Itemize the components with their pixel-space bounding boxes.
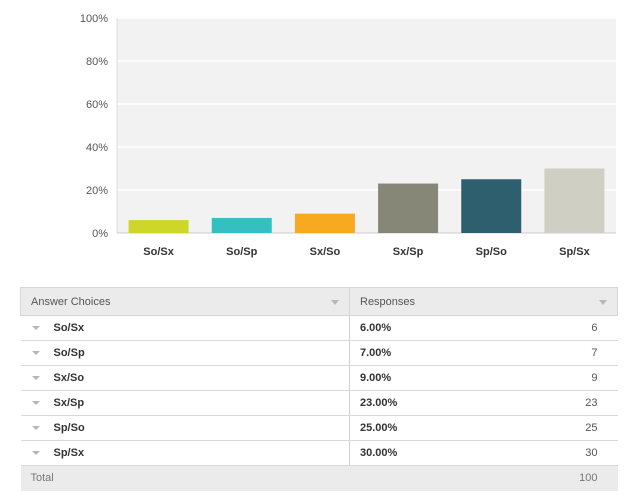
answer-choice-label: Sp/So [53, 422, 85, 434]
table-row: So/Sp 7.00% 7 [20, 340, 618, 366]
sort-chevron-icon[interactable] [599, 300, 607, 305]
answer-choice-label: So/Sx [53, 322, 85, 334]
response-cell: 25.00% 25 [349, 415, 618, 441]
response-percent: 30.00% [360, 447, 398, 459]
expand-chevron-icon[interactable] [31, 375, 40, 380]
bar-sx-sp[interactable] [378, 183, 439, 233]
table-row: Sx/Sp 23.00% 23 [20, 390, 618, 416]
results-table: Answer Choices Responses So/Sx 6.00% 6 So/S… [20, 287, 618, 491]
x-tick-label: So/Sx [143, 246, 174, 258]
response-cell: 23.00% 23 [349, 390, 618, 416]
response-percent: 6.00% [360, 322, 392, 334]
table-row: Sp/So 25.00% 25 [20, 415, 618, 441]
x-tick-label: Sp/Sx [559, 246, 590, 258]
answer-choice-cell: Sx/Sp [20, 390, 350, 416]
chart-gridlines [116, 17, 616, 234]
response-cell: 30.00% 30 [349, 440, 618, 466]
y-tick-label: 0% [92, 228, 108, 240]
response-cell: 9.00% 9 [349, 365, 618, 391]
expand-chevron-icon[interactable] [31, 325, 40, 330]
answer-choice-label: Sx/Sp [53, 397, 85, 409]
answer-choice-cell: Sx/So [20, 365, 350, 391]
response-percent: 9.00% [360, 372, 392, 384]
expand-chevron-icon[interactable] [31, 350, 40, 355]
answer-choice-cell: Sp/So [20, 415, 350, 441]
response-count[interactable]: 23 [585, 397, 598, 409]
x-axis-ticks: So/Sx So/Sp Sx/So Sx/Sp Sp/So Sp/Sx [143, 246, 590, 258]
table-header-row: Answer Choices Responses [20, 287, 618, 316]
answer-choice-label: Sx/So [53, 372, 85, 384]
x-tick-label: Sx/Sp [393, 246, 424, 258]
response-count[interactable]: 30 [585, 447, 598, 459]
response-count[interactable]: 9 [591, 372, 598, 384]
y-tick-label: 60% [86, 99, 108, 111]
answer-choice-label: Sp/Sx [53, 447, 85, 459]
response-percent: 7.00% [360, 347, 392, 359]
bar-sp-sx[interactable] [544, 168, 605, 234]
response-percent: 25.00% [360, 422, 398, 434]
y-tick-label: 20% [86, 185, 108, 197]
y-axis-ticks: 0% 20% 40% 60% 80% 100% [80, 13, 108, 240]
total-row: Total 100 [20, 465, 618, 491]
chart-bars [128, 168, 605, 234]
response-count[interactable]: 6 [591, 322, 598, 334]
total-label: Total [20, 465, 350, 491]
total-value: 100 [349, 465, 618, 491]
expand-chevron-icon[interactable] [31, 450, 40, 455]
expand-chevron-icon[interactable] [31, 425, 40, 430]
response-cell: 6.00% 6 [349, 315, 618, 341]
response-percent: 23.00% [360, 397, 398, 409]
responses-header[interactable]: Responses [349, 287, 618, 316]
bar-chart: 0%20%40%60%80%100% So/Sx So/Sp Sx/So Sx/Sp S… [80, 13, 616, 258]
answer-choices-header[interactable]: Answer Choices [20, 287, 350, 316]
x-tick-label: Sx/So [310, 246, 341, 258]
response-count[interactable]: 7 [591, 347, 598, 359]
answer-choices-header-label: Answer Choices [31, 295, 111, 308]
y-tick-label: 40% [86, 142, 108, 154]
x-tick-label: So/Sp [226, 246, 257, 258]
y-tick-label: 80% [86, 56, 108, 68]
sort-chevron-icon[interactable] [331, 300, 339, 305]
bar-so-sx[interactable] [128, 220, 189, 233]
bar-sx-so[interactable] [294, 213, 355, 233]
answer-choice-cell: Sp/Sx [20, 440, 350, 466]
expand-chevron-icon[interactable] [31, 400, 40, 405]
table-row: So/Sx 6.00% 6 [20, 315, 618, 341]
response-count[interactable]: 25 [585, 422, 598, 434]
table-row: Sx/So 9.00% 9 [20, 365, 618, 391]
x-tick-label: Sp/So [476, 246, 507, 258]
responses-header-label: Responses [360, 295, 416, 308]
bar-sp-so[interactable] [461, 179, 522, 233]
bar-so-sp[interactable] [211, 217, 272, 233]
answer-choice-label: So/Sp [53, 347, 85, 359]
response-cell: 7.00% 7 [349, 340, 618, 366]
plot-area [117, 18, 616, 233]
answer-choice-cell: So/Sp [20, 340, 350, 366]
y-tick-label: 100% [80, 13, 108, 25]
answer-choice-cell: So/Sx [20, 315, 350, 341]
table-row: Sp/Sx 30.00% 30 [20, 440, 618, 466]
